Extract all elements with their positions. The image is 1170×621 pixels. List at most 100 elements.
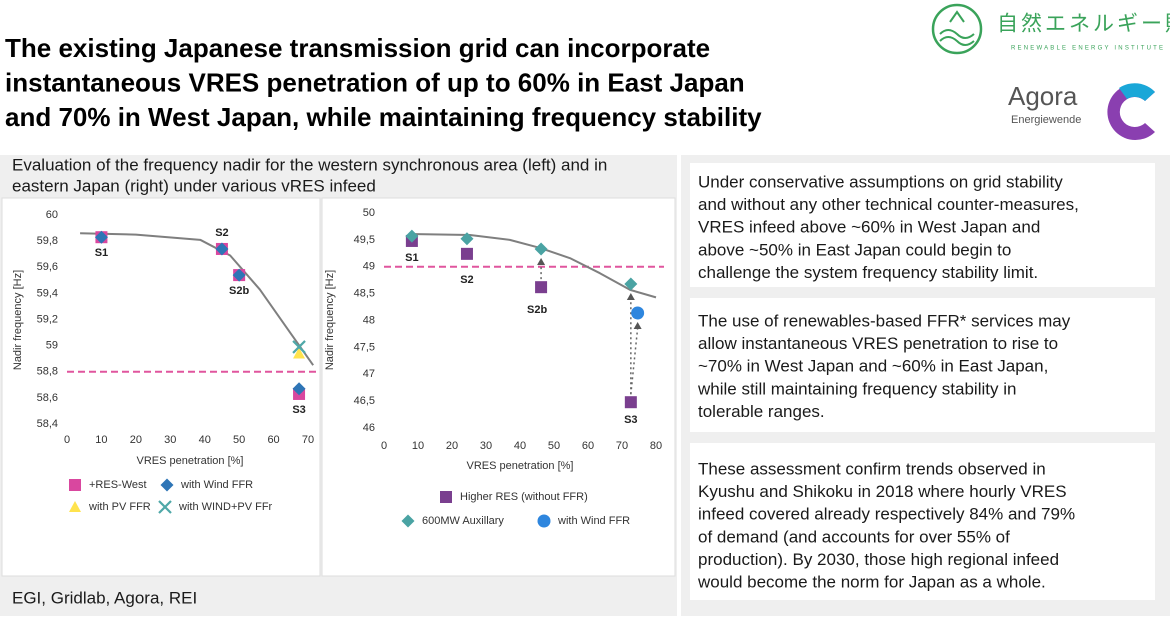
y-tick-label: 59,2 [37,313,58,325]
note-line: production). By 2030, those high regiona… [698,550,1059,569]
marker-diamond [232,268,246,282]
x-tick-label: 20 [446,440,458,452]
note-line: Under conservative assumptions on grid s… [698,172,1063,191]
trend-curve [80,232,314,366]
marker-diamond [215,242,229,256]
legend-item: with Wind FFR [160,478,253,492]
panel-heading: eastern Japan (right) under various vRES… [12,176,376,195]
y-tick-label: 60 [46,209,58,221]
note-box [690,443,1155,600]
legend-item: Higher RES (without FFR) [440,491,588,503]
note-line: of demand (and accounts for over 55% of [698,527,1010,546]
agora-logo [1119,83,1155,101]
x-tick-label: 60 [582,440,594,452]
x-tick-label: 50 [233,434,245,446]
arrow-head [537,258,546,266]
note-line: The use of renewables-based FFR* service… [698,311,1071,330]
source: EGI, Gridlab, Agora, REI [12,588,197,607]
x-tick-label: 60 [267,434,279,446]
chart-box-west [1,197,321,577]
x-tick-label: 0 [381,440,387,452]
legend-item: with PV FFR [69,501,151,513]
note-box [690,298,1155,432]
y-tick-label: 46,5 [354,395,375,407]
note-line: These assessment confirm trends observed… [698,459,1046,478]
note-line: while still maintaining frequency stabil… [697,379,1016,398]
x-tick-label: 30 [164,434,176,446]
y-tick-label: 58,4 [37,418,58,430]
note-line: Kyushu and Shikoku in 2018 where hourly … [698,482,1067,501]
arrow-line [630,327,639,395]
marker-x [292,340,306,354]
y-tick-label: 48,5 [354,288,375,300]
legend-swatch [440,491,452,503]
logo-text: Agora [1008,81,1078,111]
note-box [690,163,1155,287]
y-axis-title: Nadir frequency [Hz] [12,270,24,370]
legend-swatch [537,514,551,528]
y-tick-label: 50 [363,207,375,219]
legend-swatch [160,478,174,492]
y-tick-label: 59,6 [37,261,58,273]
legend-swatch [69,501,81,512]
marker-diamond [405,229,419,243]
x-tick-label: 10 [412,440,424,452]
legend-label: with Wind FFR [557,515,630,527]
note-line: would become the norm for Japan as a who… [697,572,1046,591]
marker-diamond [460,232,474,246]
x-tick-label: 50 [548,440,560,452]
y-tick-label: 59,8 [37,235,58,247]
marker-diamond [624,277,638,291]
marker-circle [631,306,645,320]
y-tick-label: 59 [46,340,58,352]
marker-square [535,281,548,294]
point-label: S3 [624,414,637,426]
legend-swatch [401,514,415,528]
x-tick-label: 40 [199,434,211,446]
legend-label: with Wind FFR [180,479,253,491]
logo-icon [931,3,983,55]
y-tick-label: 49,5 [354,234,375,246]
point-label: S1 [95,247,108,259]
x-axis-title: VRES penetration [%] [136,455,243,467]
marker-triangle [293,347,306,359]
legend-label: with PV FFR [88,501,151,513]
legend-item: 600MW Auxillary [401,514,504,528]
legend-label: 600MW Auxillary [422,515,504,527]
arrow-head [633,321,642,329]
legend-item: with Wind FFR [537,514,630,528]
y-tick-label: 58,8 [37,366,58,378]
marker-square [624,396,637,409]
note-line: challenge the system frequency stability… [698,263,1038,282]
arrow-head [626,292,635,300]
legend-item: +RES-West [69,479,147,491]
y-tick-label: 47,5 [354,341,375,353]
x-tick-label: 20 [130,434,142,446]
note-line: infeed covered already respectively 84% … [698,505,1075,524]
x-axis-title: VRES penetration [%] [466,460,573,472]
chart-box-east [321,197,676,577]
note-line: tolerable ranges. [698,402,825,421]
point-label: S2 [460,274,473,286]
y-tick-label: 48 [363,314,375,326]
point-label: S3 [292,404,305,416]
point-label: S2b [527,304,547,316]
x-tick-label: 70 [302,434,314,446]
note-line: above ~50% in East Japan could begin to [698,240,1011,259]
x-tick-label: 30 [480,440,492,452]
y-tick-label: 59,4 [37,287,58,299]
logo-text: 自然エネルギー財団 [997,13,1170,36]
y-tick-label: 47 [363,368,375,380]
trend-curve [409,232,657,299]
x-tick-label: 70 [616,440,628,452]
marker-diamond [94,230,108,244]
title-line: instantaneous VRES penetration of up to … [5,67,745,97]
marker-square [460,247,473,260]
x-tick-label: 10 [95,434,107,446]
logo-icon [939,10,975,46]
marker-diamond [534,242,548,256]
title-line: and 70% in West Japan, while maintaining… [5,102,762,132]
note-line: ~70% in West Japan and ~60% in East Japa… [698,357,1048,376]
legend-swatch [69,479,81,491]
